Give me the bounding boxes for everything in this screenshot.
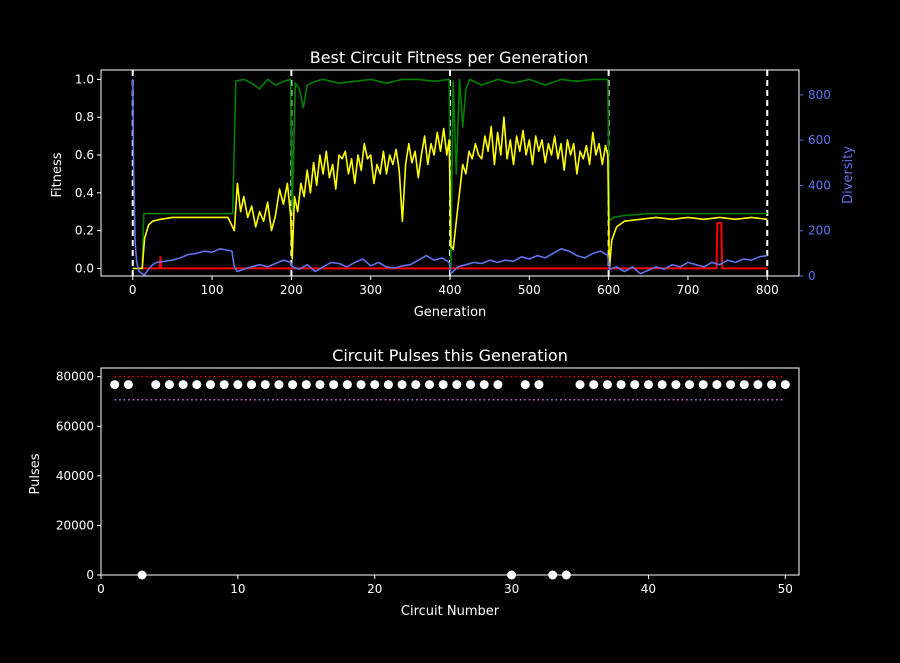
circuit-point-36	[589, 380, 599, 390]
y-tick-label: 1.0	[75, 72, 94, 86]
circuit-point-35	[575, 380, 585, 390]
y-tick-label: 0.8	[75, 110, 94, 124]
x-tick-label: 300	[359, 283, 382, 297]
fitness-y-axis-label: Fitness	[50, 152, 65, 197]
circuit-point-50	[780, 380, 790, 390]
circuit-point-2	[123, 380, 133, 390]
x-tick-label: 0	[97, 582, 105, 596]
circuit-point-12	[260, 380, 270, 390]
circuit-point-24	[424, 380, 434, 390]
right-y-tick-label: 800	[808, 88, 831, 102]
pulses-y-axis-label: Pulses	[28, 453, 43, 494]
mean-series-line	[132, 116, 768, 270]
x-tick-label: 30	[504, 582, 519, 596]
circuit-point-1	[110, 380, 120, 390]
x-tick-label: 800	[756, 283, 779, 297]
circuit-point-43	[685, 380, 695, 390]
red-series-line	[142, 222, 768, 270]
fitness-plot-area: 0 100 200 300 400 500 600 700 800 0.0 0.2 0.4 0.6 0.8…	[75, 69, 831, 297]
x-tick-label: 100	[201, 283, 224, 297]
circuit-point-15	[301, 380, 311, 390]
circuit-point-42	[671, 380, 681, 390]
circuit-point-46	[726, 380, 736, 390]
circuit-point-41	[657, 380, 667, 390]
circuit-point-11	[247, 380, 257, 390]
circuit-point-31	[520, 380, 530, 390]
circuit-point-29	[493, 380, 503, 390]
right-y-tick-label: 600	[808, 133, 831, 147]
pulses-x-axis-label: Circuit Number	[401, 604, 500, 619]
diversity-series-line	[131, 79, 768, 276]
x-tick-label: 200	[280, 283, 303, 297]
circuit-point-18	[342, 380, 352, 390]
x-tick-label: 50	[778, 582, 793, 596]
x-tick-label: 10	[230, 582, 245, 596]
circuit-point-32	[534, 380, 544, 390]
circuit-point-8	[205, 380, 215, 390]
y-tick-label: 40000	[56, 469, 94, 483]
circuit-point-26	[452, 380, 462, 390]
x-tick-label: 400	[439, 283, 462, 297]
circuit-point-9	[219, 380, 229, 390]
y-tick-label: 0.4	[75, 186, 94, 200]
fitness-chart-title: Best Circuit Fitness per Generation	[310, 48, 589, 67]
y-tick-label: 80000	[56, 370, 94, 384]
circuit-point-5	[164, 380, 174, 390]
x-tick-label: 40	[641, 582, 656, 596]
circuit-point-16	[315, 380, 325, 390]
y-tick-label: 0.2	[75, 224, 94, 238]
pulses-plot-frame	[100, 367, 800, 576]
fitness-chart: Best Circuit Fitness per Generation Gene…	[50, 48, 856, 320]
circuit-point-10	[233, 380, 243, 390]
x-tick-label: 20	[367, 582, 382, 596]
circuit-point-4	[151, 380, 161, 390]
circuit-point-37	[602, 380, 612, 390]
x-tick-label: 500	[518, 283, 541, 297]
circuit-point-47	[739, 380, 749, 390]
pulses-chart-title: Circuit Pulses this Generation	[332, 346, 568, 365]
circuit-point-22	[397, 380, 407, 390]
y-tick-label: 20000	[56, 518, 94, 532]
circuit-point-28	[479, 380, 489, 390]
circuit-point-38	[616, 380, 626, 390]
circuit-point-44	[698, 380, 708, 390]
right-y-tick-label: 0	[808, 269, 816, 283]
right-y-tick-label: 400	[808, 178, 831, 192]
diversity-y-axis-label: Diversity	[841, 146, 856, 204]
circuit-point-25	[438, 380, 448, 390]
right-y-tick-label: 200	[808, 224, 831, 238]
circuit-point-20	[370, 380, 380, 390]
pulses-chart: Circuit Pulses this Generation Circuit N…	[28, 346, 800, 619]
circuit-point-40	[643, 380, 653, 390]
circuit-point-19	[356, 380, 366, 390]
circuit-point-23	[411, 380, 421, 390]
circuit-point-13	[274, 380, 284, 390]
circuit-point-7	[192, 380, 202, 390]
circuit-point-6	[178, 380, 188, 390]
y-tick-label: 0	[86, 568, 94, 582]
y-tick-label: 0.6	[75, 148, 94, 162]
pulses-plot-area: 0 10 20 30 40 50 0 20000 40000 60000 80000	[56, 367, 800, 596]
circuit-point-45	[712, 380, 722, 390]
x-tick-label: 700	[677, 283, 700, 297]
y-tick-label: 60000	[56, 419, 94, 433]
circuit-point-27	[466, 380, 476, 390]
circuit-point-48	[753, 380, 763, 390]
circuit-point-21	[383, 380, 393, 390]
x-tick-label: 600	[597, 283, 620, 297]
y-tick-label: 0.0	[75, 261, 94, 275]
circuit-point-39	[630, 380, 640, 390]
best-series-line	[132, 78, 768, 270]
fitness-x-axis-label: Generation	[414, 305, 487, 320]
x-tick-label: 0	[129, 283, 137, 297]
circuit-point-14	[288, 380, 298, 390]
circuit-point-49	[767, 380, 777, 390]
circuit-point-17	[329, 380, 339, 390]
